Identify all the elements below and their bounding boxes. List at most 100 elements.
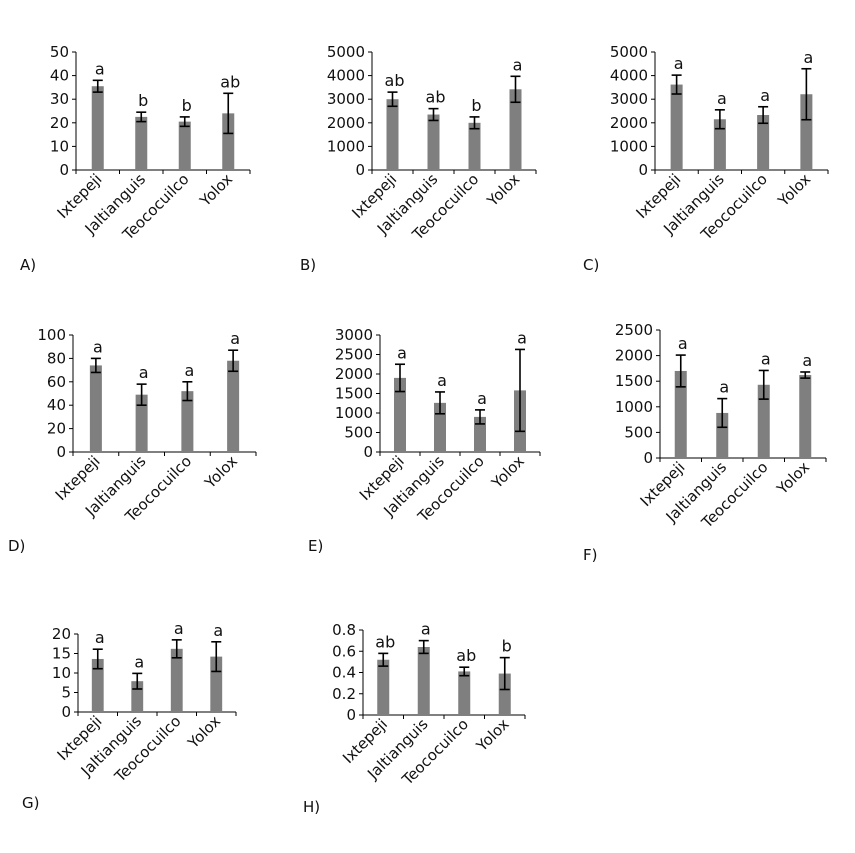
significance-letter: a	[95, 628, 105, 647]
panel-label: C)	[583, 256, 599, 274]
significance-letter: ab	[385, 71, 405, 90]
bar	[427, 114, 440, 170]
y-tick-label: 80	[47, 349, 66, 367]
significance-letter: a	[761, 349, 771, 368]
chart-panel-c: 010002000300040005000aIxtepejiaJaltiangu…	[583, 43, 829, 274]
y-tick-label: 0	[59, 161, 69, 179]
bar	[222, 113, 235, 170]
y-tick-label: 5000	[610, 43, 648, 61]
chart-panel-b: 010002000300040005000abIxtepejiabJaltian…	[300, 43, 537, 274]
y-tick-label: 2000	[335, 365, 373, 383]
bar	[377, 659, 390, 715]
bar	[181, 391, 194, 452]
bar	[131, 681, 144, 712]
significance-letter: a	[93, 337, 103, 356]
y-tick-label: 0	[61, 703, 71, 721]
panel-label: H)	[303, 798, 320, 816]
significance-letter: a	[513, 55, 523, 74]
bar	[434, 402, 446, 452]
y-tick-label: 40	[47, 396, 66, 414]
significance-letter: b	[138, 91, 148, 110]
y-tick-label: 1500	[615, 372, 653, 390]
significance-letter: a	[230, 329, 240, 348]
y-tick-label: 60	[47, 373, 66, 391]
y-tick-label: 500	[624, 423, 653, 441]
bar	[800, 94, 813, 170]
bar	[89, 365, 102, 452]
chart-panel-f: 05001000150020002500aIxtepejiaJaltiangui…	[583, 321, 827, 564]
significance-letter: ab	[375, 632, 395, 651]
x-category-label: Yolox	[201, 452, 241, 492]
y-tick-label: 10	[52, 664, 71, 682]
y-tick-label: 20	[52, 625, 71, 643]
panel-label: E)	[308, 537, 323, 555]
y-tick-label: 1000	[327, 137, 365, 155]
significance-letter: a	[397, 343, 407, 362]
y-tick-label: 0	[363, 443, 373, 461]
y-tick-label: 20	[50, 114, 69, 132]
bar	[91, 658, 104, 712]
panel-label: G)	[22, 794, 39, 812]
bar	[178, 121, 191, 170]
bar	[757, 115, 770, 170]
x-category-label: Yolox	[196, 170, 236, 210]
significance-letter: a	[213, 621, 223, 640]
bar	[713, 119, 726, 170]
significance-letter: a	[421, 620, 431, 639]
bar	[509, 89, 522, 170]
y-tick-label: 3000	[327, 90, 365, 108]
significance-letter: a	[437, 371, 447, 390]
y-tick-label: 1000	[610, 137, 648, 155]
panel-label: A)	[20, 256, 36, 274]
y-tick-label: 0.2	[332, 685, 356, 703]
bar	[716, 412, 729, 458]
significance-letter: a	[477, 389, 487, 408]
significance-letter: a	[719, 378, 729, 397]
bar	[394, 377, 406, 452]
bar	[799, 375, 812, 458]
y-tick-label: 5000	[327, 43, 365, 61]
y-tick-label: 0.4	[332, 664, 356, 682]
bar	[498, 673, 511, 715]
y-tick-label: 500	[344, 424, 373, 442]
bar	[458, 671, 471, 715]
y-tick-label: 15	[52, 645, 71, 663]
significance-letter: a	[674, 54, 684, 73]
significance-letter: b	[182, 96, 192, 115]
y-tick-label: 1500	[335, 385, 373, 403]
chart-panel-h: 00.20.40.60.8abIxtepejiaJaltianguisabTeo…	[303, 620, 526, 816]
significance-letter: ab	[220, 72, 240, 91]
bar	[210, 656, 223, 712]
chart-panel-d: 020406080100aIxtepejiaJaltianguisaTeococ…	[8, 326, 257, 555]
panel-label: D)	[8, 537, 25, 555]
y-tick-label: 50	[50, 43, 69, 61]
bar	[757, 384, 770, 458]
y-tick-label: 0	[346, 706, 356, 724]
y-tick-label: 1000	[615, 398, 653, 416]
significance-letter: b	[502, 637, 512, 656]
bar	[170, 648, 183, 712]
y-tick-label: 30	[50, 90, 69, 108]
significance-letter: a	[95, 59, 105, 78]
x-category-label: Yolox	[774, 170, 814, 210]
significance-letter: a	[760, 86, 770, 105]
significance-letter: ab	[426, 88, 446, 107]
bar	[474, 416, 486, 452]
significance-letter: a	[678, 334, 688, 353]
x-category-label: Yolox	[184, 712, 224, 752]
bar	[468, 122, 481, 170]
significance-letter: ab	[456, 646, 476, 665]
y-tick-label: 3000	[610, 90, 648, 108]
significance-letter: b	[471, 96, 481, 115]
x-category-label: Yolox	[773, 458, 813, 498]
bar	[386, 99, 399, 170]
bar	[417, 647, 430, 715]
y-tick-label: 5	[61, 684, 71, 702]
significance-letter: a	[139, 363, 149, 382]
bar	[674, 370, 687, 458]
chart-panel-a: 01020304050aIxtepejibJaltianguisbTeococu…	[20, 43, 251, 274]
y-tick-label: 2000	[327, 114, 365, 132]
y-tick-label: 0	[355, 161, 365, 179]
panel-label: F)	[583, 546, 597, 564]
y-tick-label: 10	[50, 137, 69, 155]
